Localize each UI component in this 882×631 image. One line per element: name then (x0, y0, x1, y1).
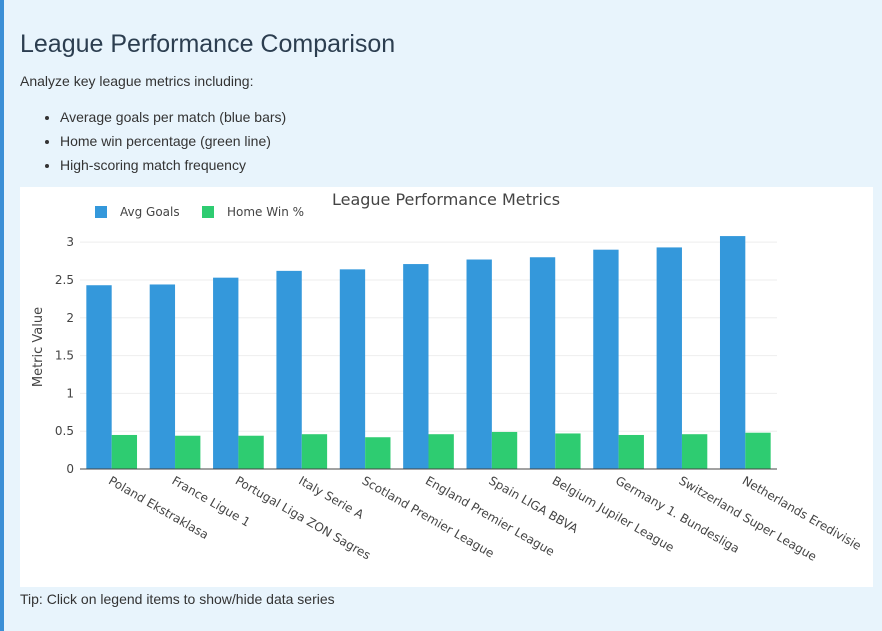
bar-avg-goals[interactable] (656, 247, 682, 469)
y-tick-label: 0.5 (55, 424, 74, 438)
bar-avg-goals[interactable] (86, 285, 112, 469)
bar-home-win[interactable] (555, 433, 581, 469)
tip-text: Tip: Click on legend items to show/hide … (20, 591, 335, 607)
bar-home-win[interactable] (365, 437, 391, 469)
bar-home-win[interactable] (745, 432, 771, 469)
x-tick-label: Belgium Jupiler League (550, 473, 677, 554)
chart-title: League Performance Metrics (332, 190, 560, 209)
left-accent-border (0, 0, 4, 631)
legend-item[interactable]: Avg Goals (95, 205, 180, 219)
bar-home-win[interactable] (111, 434, 138, 469)
chart-panel: 0 0.5 1 1.5 2 2.5 3 Poland Ekstraklasa France L… (20, 187, 873, 587)
y-tick-label: 2.5 (55, 273, 74, 287)
bar-avg-goals[interactable] (593, 249, 619, 469)
metric-list: Average goals per match (blue bars) Home… (40, 108, 286, 180)
bar-avg-goals[interactable] (213, 277, 239, 469)
y-axis-ticks: 0 0.5 1 1.5 2 2.5 3 (55, 235, 74, 476)
metric-list-item: Average goals per match (blue bars) (60, 108, 286, 132)
legend-item[interactable]: Home Win % (202, 205, 304, 219)
bar-home-win[interactable] (301, 434, 328, 469)
bar-home-win[interactable] (175, 435, 201, 469)
bar-avg-goals[interactable] (339, 269, 366, 469)
bar-avg-goals[interactable] (276, 270, 302, 469)
bar-home-win[interactable] (681, 434, 708, 469)
y-tick-label: 0 (66, 462, 74, 476)
y-axis-label: Metric Value (31, 307, 46, 387)
intro-text: Analyze key league metrics including: (20, 73, 254, 89)
legend-label[interactable]: Home Win % (227, 205, 304, 219)
bar-home-win[interactable] (618, 434, 644, 469)
legend-swatch[interactable] (202, 206, 214, 218)
y-tick-label: 2 (66, 311, 74, 325)
bar-avg-goals[interactable] (466, 259, 492, 469)
metric-list-item: High-scoring match frequency (60, 156, 286, 180)
page-title: League Performance Comparison (20, 30, 396, 58)
y-tick-label: 3 (66, 235, 74, 249)
y-tick-label: 1.5 (55, 349, 74, 363)
bar-avg-goals[interactable] (403, 264, 429, 469)
bar-home-win[interactable] (491, 431, 518, 469)
y-tick-label: 1 (66, 386, 74, 400)
legend-swatch[interactable] (95, 206, 107, 218)
chart-bars (86, 236, 771, 469)
bar-avg-goals[interactable] (719, 236, 746, 469)
bar-avg-goals[interactable] (529, 257, 556, 469)
legend-label[interactable]: Avg Goals (120, 205, 180, 219)
bar-home-win[interactable] (238, 435, 264, 469)
chart-legend[interactable]: Avg Goals Home Win % (95, 205, 304, 219)
bar-home-win[interactable] (428, 434, 454, 469)
bar-avg-goals[interactable] (149, 284, 176, 469)
metric-list-item: Home win percentage (green line) (60, 132, 286, 156)
